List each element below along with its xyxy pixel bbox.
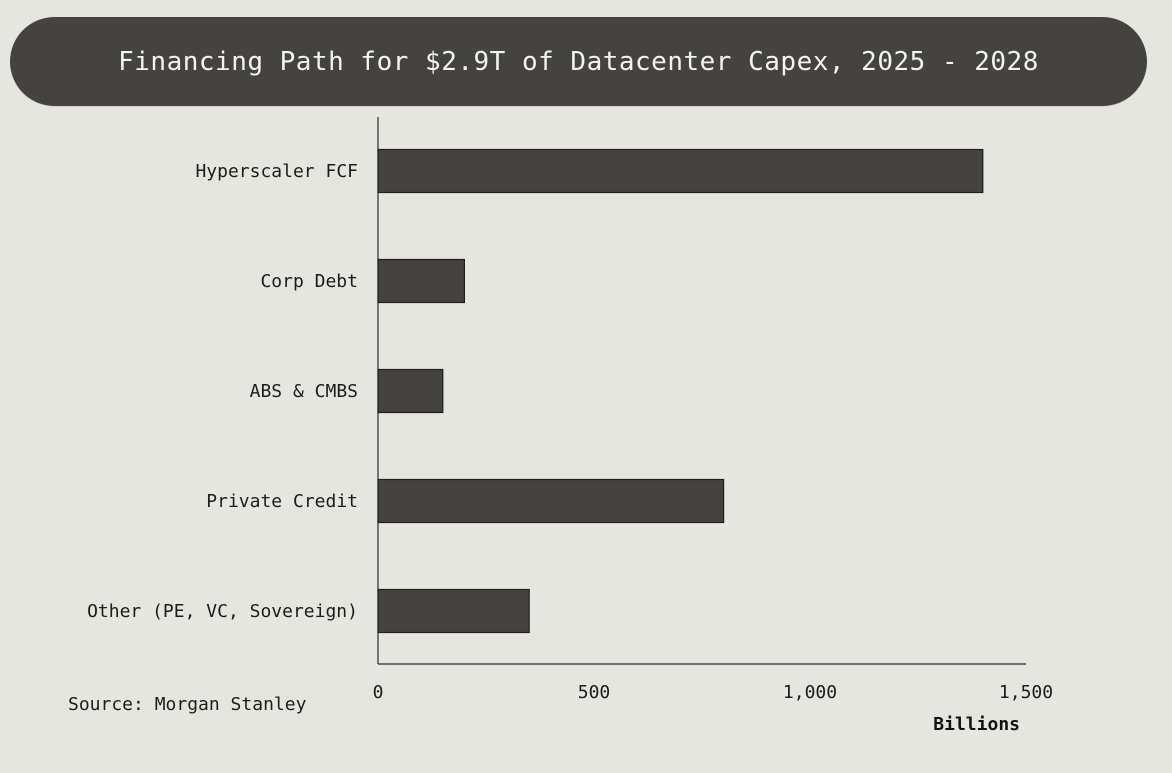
- category-label: Hyperscaler FCF: [195, 161, 358, 182]
- bar: [377, 368, 444, 414]
- category-label: ABS & CMBS: [250, 381, 358, 402]
- category-label: Other (PE, VC, Sovereign): [87, 601, 358, 622]
- category-label: Corp Debt: [260, 271, 358, 292]
- bar: [377, 148, 984, 194]
- bar: [377, 478, 725, 524]
- chart-title-banner: Financing Path for $2.9T of Datacenter C…: [10, 17, 1147, 106]
- bar: [377, 258, 466, 304]
- bar: [377, 588, 530, 634]
- category-label: Private Credit: [206, 491, 358, 512]
- x-tick-label: 0: [373, 682, 384, 703]
- x-tick-label: 1,000: [783, 682, 837, 703]
- x-tick-label: 500: [578, 682, 611, 703]
- x-tick-label: 1,500: [999, 682, 1053, 703]
- chart-title: Financing Path for $2.9T of Datacenter C…: [118, 46, 1039, 77]
- x-axis-label: Billions: [933, 714, 1020, 735]
- source-note: Source: Morgan Stanley: [68, 694, 307, 715]
